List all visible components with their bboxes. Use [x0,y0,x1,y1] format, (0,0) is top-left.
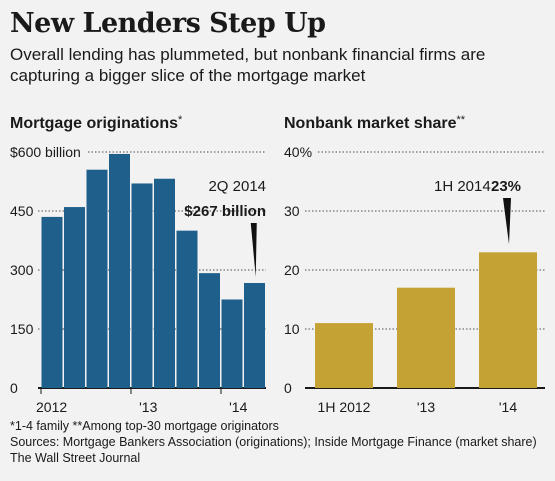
left-bar-3 [86,169,108,388]
left-bar-7 [176,230,198,388]
right-xtick-label: '14 [499,399,517,415]
left-ytick-label: $600 billion [10,144,81,160]
chart-subtitle: Overall lending has plummeted, but nonba… [10,45,486,85]
left-bar-4 [109,153,130,388]
right-panel-title-text: Nonbank market share [284,115,457,132]
left-bar-2 [64,207,85,388]
left-bar-9 [221,299,243,388]
left-panel-title-text: Mortgage originations [10,115,178,132]
right-ytick-label: 0 [284,380,292,396]
credit: The Wall Street Journal [10,451,141,465]
right-ytick-label: 20 [284,262,300,278]
footnotes: *1-4 family **Among top-30 mortgage orig… [10,419,279,433]
chart-footer: *1-4 family **Among top-30 mortgage orig… [10,418,537,466]
right-bar-1 [315,323,373,388]
left-xtick-label: '13 [139,399,157,415]
right-bar-2 [397,287,455,388]
left-bar-1 [41,216,63,388]
left-bar-8 [199,273,220,388]
sources: Sources: Mortgage Bankers Association (o… [10,435,537,449]
left-xtick-label: 2012 [36,399,67,415]
left-annotation-value: $267 billion [184,203,266,220]
left-ytick-label: 450 [10,203,34,219]
left-annotation-label: 2Q 2014 [208,178,266,195]
left-ytick-label: 0 [10,380,18,396]
left-xtick-label: '14 [229,399,247,415]
left-panel-title: Mortgage originations* [10,114,183,133]
right-panel-title: Nonbank market share** [284,114,466,133]
left-ytick-label: 150 [10,321,34,337]
chart-title: New Lenders Step Up [10,8,326,39]
right-annotation-value: 23% [491,178,521,195]
left-panel-title-mark: * [178,114,183,126]
right-ytick-label: 10 [284,321,300,337]
left-bar-6 [154,178,175,388]
right-annotation-label: 1H 2014 [434,178,491,195]
right-ytick-label: 40% [284,144,312,160]
left-bar-5 [131,183,153,388]
left-annotation-pointer [250,223,257,277]
right-xtick-label: '13 [417,399,435,415]
left-bar-10 [244,282,265,388]
left-ytick-label: 300 [10,262,34,278]
right-annotation-pointer [503,198,511,245]
right-bar-3 [479,252,537,388]
right-ytick-label: 30 [284,203,300,219]
right-panel-title-mark: ** [456,114,466,126]
right-xtick-label: 1H 2012 [318,399,371,415]
